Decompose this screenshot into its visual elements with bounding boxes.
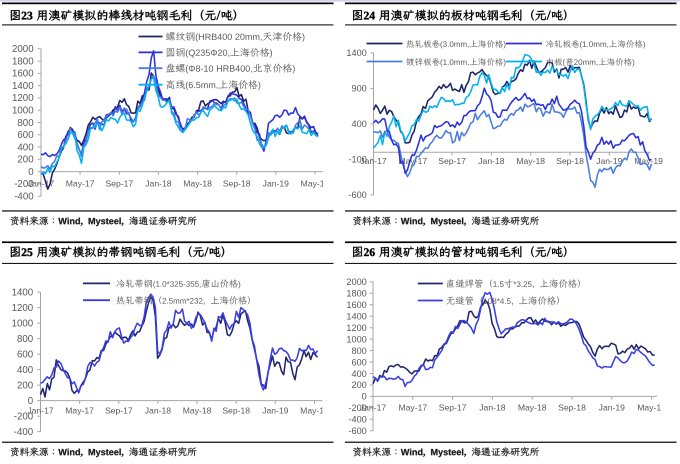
svg-text:800: 800 (17, 118, 34, 129)
svg-text:Sep-17: Sep-17 (439, 402, 467, 412)
svg-text:400: 400 (17, 142, 34, 153)
svg-text:800: 800 (351, 346, 366, 356)
svg-text:May-19: May-19 (301, 178, 330, 188)
svg-text:May-17: May-17 (65, 406, 94, 416)
svg-text:200: 200 (351, 380, 366, 390)
svg-text:1000: 1000 (12, 106, 34, 117)
svg-text:Sep-17: Sep-17 (438, 156, 466, 166)
svg-text:May-18: May-18 (518, 402, 547, 412)
svg-text:-200: -200 (14, 179, 34, 190)
svg-text:0: 0 (28, 396, 34, 407)
svg-text:2000: 2000 (12, 44, 34, 55)
svg-text:Jan-18: Jan-18 (145, 178, 171, 188)
svg-text:1000: 1000 (12, 318, 34, 329)
svg-text:400: 400 (351, 119, 366, 129)
svg-text:Sep-18: Sep-18 (223, 178, 251, 188)
svg-text:Sep-17: Sep-17 (105, 178, 133, 188)
svg-text:1400: 1400 (346, 48, 366, 58)
svg-text:-200: -200 (14, 411, 34, 422)
svg-text:-400: -400 (14, 427, 34, 438)
svg-text:Jan-18: Jan-18 (479, 402, 505, 412)
svg-text:0: 0 (28, 167, 34, 178)
svg-text:-400: -400 (348, 415, 366, 425)
svg-text:May-18: May-18 (183, 178, 212, 188)
svg-text:1200: 1200 (346, 323, 366, 333)
svg-text:400: 400 (351, 369, 366, 379)
svg-text:800: 800 (17, 334, 34, 345)
svg-text:Sep-18: Sep-18 (558, 402, 586, 412)
svg-text:200: 200 (17, 155, 34, 166)
svg-text:May-19: May-19 (634, 156, 663, 166)
svg-text:Jan-17: Jan-17 (360, 156, 386, 166)
svg-text:-600: -600 (348, 190, 366, 200)
svg-text:May-18: May-18 (516, 156, 545, 166)
svg-text:1600: 1600 (12, 69, 34, 80)
svg-text:Jan-19: Jan-19 (596, 156, 622, 166)
svg-text:Jan-18: Jan-18 (478, 156, 504, 166)
svg-text:Jan-17: Jan-17 (360, 402, 386, 412)
svg-text:-600: -600 (348, 426, 366, 436)
svg-text:Jan-19: Jan-19 (262, 406, 288, 416)
svg-text:-100: -100 (348, 155, 366, 165)
svg-text:900: 900 (351, 84, 366, 94)
svg-text:1400: 1400 (346, 312, 366, 322)
svg-text:Jan-19: Jan-19 (263, 178, 289, 188)
svg-text:1400: 1400 (12, 287, 34, 298)
svg-text:-200: -200 (348, 403, 366, 413)
svg-text:1000: 1000 (346, 334, 366, 344)
svg-text:May-19: May-19 (300, 406, 329, 416)
svg-text:Jan-19: Jan-19 (599, 402, 625, 412)
svg-text:600: 600 (17, 130, 34, 141)
svg-text:May-18: May-18 (183, 406, 212, 416)
svg-text:May-17: May-17 (66, 178, 95, 188)
svg-text:1800: 1800 (12, 56, 34, 67)
svg-text:Sep-17: Sep-17 (105, 406, 133, 416)
svg-text:2000: 2000 (346, 277, 366, 287)
svg-text:1400: 1400 (12, 81, 34, 92)
svg-text:1200: 1200 (12, 93, 34, 104)
svg-text:600: 600 (351, 357, 366, 367)
svg-text:Sep-18: Sep-18 (556, 156, 584, 166)
svg-text:Jan-17: Jan-17 (28, 178, 54, 188)
svg-text:0: 0 (362, 392, 367, 402)
svg-text:1800: 1800 (346, 289, 366, 299)
svg-text:400: 400 (17, 365, 34, 376)
svg-text:Sep-18: Sep-18 (222, 406, 250, 416)
svg-text:600: 600 (17, 349, 34, 360)
svg-text:-400: -400 (14, 192, 34, 203)
svg-text:200: 200 (17, 380, 34, 391)
svg-text:May-19: May-19 (637, 402, 666, 412)
svg-text:May-17: May-17 (398, 402, 427, 412)
svg-text:1600: 1600 (346, 300, 366, 310)
svg-text:1200: 1200 (12, 303, 34, 314)
svg-text:Jan-18: Jan-18 (145, 406, 171, 416)
svg-text:Jan-17: Jan-17 (27, 406, 53, 416)
svg-text:May-17: May-17 (398, 156, 427, 166)
